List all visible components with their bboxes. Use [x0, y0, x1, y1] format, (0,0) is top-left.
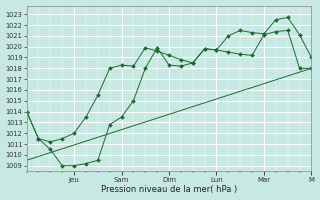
- X-axis label: Pression niveau de la mer( hPa ): Pression niveau de la mer( hPa ): [101, 185, 237, 194]
